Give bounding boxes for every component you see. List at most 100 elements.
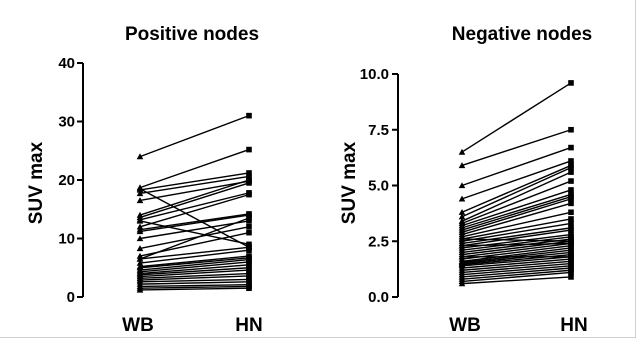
y-tick-label: 10 <box>58 231 75 248</box>
paired-line <box>139 192 250 221</box>
paired-line <box>461 265 572 276</box>
paired-line <box>461 202 572 236</box>
hn-marker <box>246 218 252 224</box>
paired-line <box>461 229 572 247</box>
y-tick-label: 30 <box>58 114 75 131</box>
hn-marker <box>568 240 574 247</box>
paired-line <box>461 227 572 245</box>
hn-marker <box>246 180 252 186</box>
wb-marker <box>136 217 144 224</box>
paired-line <box>139 220 250 246</box>
hn-marker <box>246 229 252 236</box>
paired-line <box>461 167 572 218</box>
paired-line <box>461 258 572 269</box>
wb-marker <box>136 259 144 266</box>
hn-marker <box>246 215 252 221</box>
hn-marker <box>246 285 252 292</box>
wb-marker <box>136 235 144 242</box>
paired-line <box>461 251 572 265</box>
wb-marker <box>458 235 466 242</box>
y-tick-label: 20 <box>58 172 75 189</box>
hn-marker <box>246 247 252 253</box>
paired-line <box>139 182 250 219</box>
wb-marker <box>136 245 144 252</box>
y-tick-label: 7.5 <box>368 122 389 139</box>
paired-line <box>139 269 250 278</box>
paired-line <box>461 160 572 200</box>
y-axis-label: SUV max <box>26 141 47 224</box>
hn-marker <box>568 178 574 184</box>
panel-negative-nodes: Negative nodes SUV max WB HN 0.0 2.5 5.0 7.… <box>339 24 592 336</box>
paired-line <box>139 258 250 271</box>
paired-line <box>139 246 250 260</box>
paired-line <box>461 247 572 263</box>
wb-marker <box>458 195 466 202</box>
wb-marker <box>458 162 466 169</box>
hn-marker <box>568 269 574 276</box>
paired-line <box>461 198 572 233</box>
hn-marker <box>568 209 574 216</box>
paired-line <box>461 256 572 267</box>
paired-line <box>461 238 572 242</box>
hn-marker <box>246 224 252 230</box>
paired-line <box>461 193 572 229</box>
paired-line <box>461 269 572 280</box>
paired-line <box>139 226 250 250</box>
paired-line <box>461 271 572 283</box>
chart-title: Negative nodes <box>452 24 592 45</box>
paired-line <box>139 172 250 191</box>
paired-line <box>139 257 250 269</box>
paired-line <box>461 267 572 278</box>
hn-marker <box>568 144 574 151</box>
paired-line <box>461 218 572 240</box>
hn-marker <box>568 200 574 207</box>
wb-marker <box>136 255 144 262</box>
y-tick-label: 0 <box>67 289 75 306</box>
hn-marker <box>246 273 252 279</box>
paired-line <box>461 260 572 271</box>
y-tick-label: 40 <box>58 55 75 72</box>
paired-line <box>139 278 250 283</box>
wb-marker <box>458 182 466 189</box>
hn-marker <box>568 220 574 227</box>
hn-marker <box>246 146 252 153</box>
paired-line <box>461 276 572 285</box>
paired-line <box>139 264 250 275</box>
hn-marker <box>246 177 252 183</box>
paired-line <box>139 255 250 268</box>
paired-line <box>139 179 250 216</box>
x-category-label: WB <box>122 315 154 336</box>
hn-marker <box>568 126 574 133</box>
hn-marker <box>568 187 574 193</box>
hn-marker <box>246 112 252 119</box>
hn-marker <box>246 170 252 176</box>
wb-marker <box>458 148 466 155</box>
x-category-label: HN <box>560 315 587 336</box>
y-tick-label: 0.0 <box>368 289 389 306</box>
paired-line <box>461 180 572 225</box>
paired-line <box>139 267 250 276</box>
y-axis-label: SUV max <box>339 141 360 224</box>
hn-marker <box>246 212 252 218</box>
paired-line <box>139 180 250 202</box>
paired-line <box>139 213 250 231</box>
hn-marker <box>568 169 574 175</box>
hn-marker <box>246 262 252 268</box>
hn-marker <box>568 227 574 233</box>
paired-line <box>139 275 250 281</box>
x-category-label: HN <box>235 315 262 336</box>
paired-line <box>139 287 250 291</box>
hn-marker <box>568 80 574 86</box>
hn-marker <box>568 158 574 164</box>
hn-marker <box>246 259 252 265</box>
paired-line <box>139 114 250 158</box>
panel-positive-nodes: Positive nodes SUV max WB HN 0 10 20 30 40 <box>26 24 263 336</box>
y-tick-label: 10.0 <box>360 66 389 83</box>
paired-line <box>139 281 250 285</box>
paired-line <box>139 193 250 228</box>
paired-line <box>461 242 572 258</box>
hn-marker <box>246 173 252 180</box>
wb-marker <box>458 280 466 287</box>
hn-marker <box>246 191 252 198</box>
